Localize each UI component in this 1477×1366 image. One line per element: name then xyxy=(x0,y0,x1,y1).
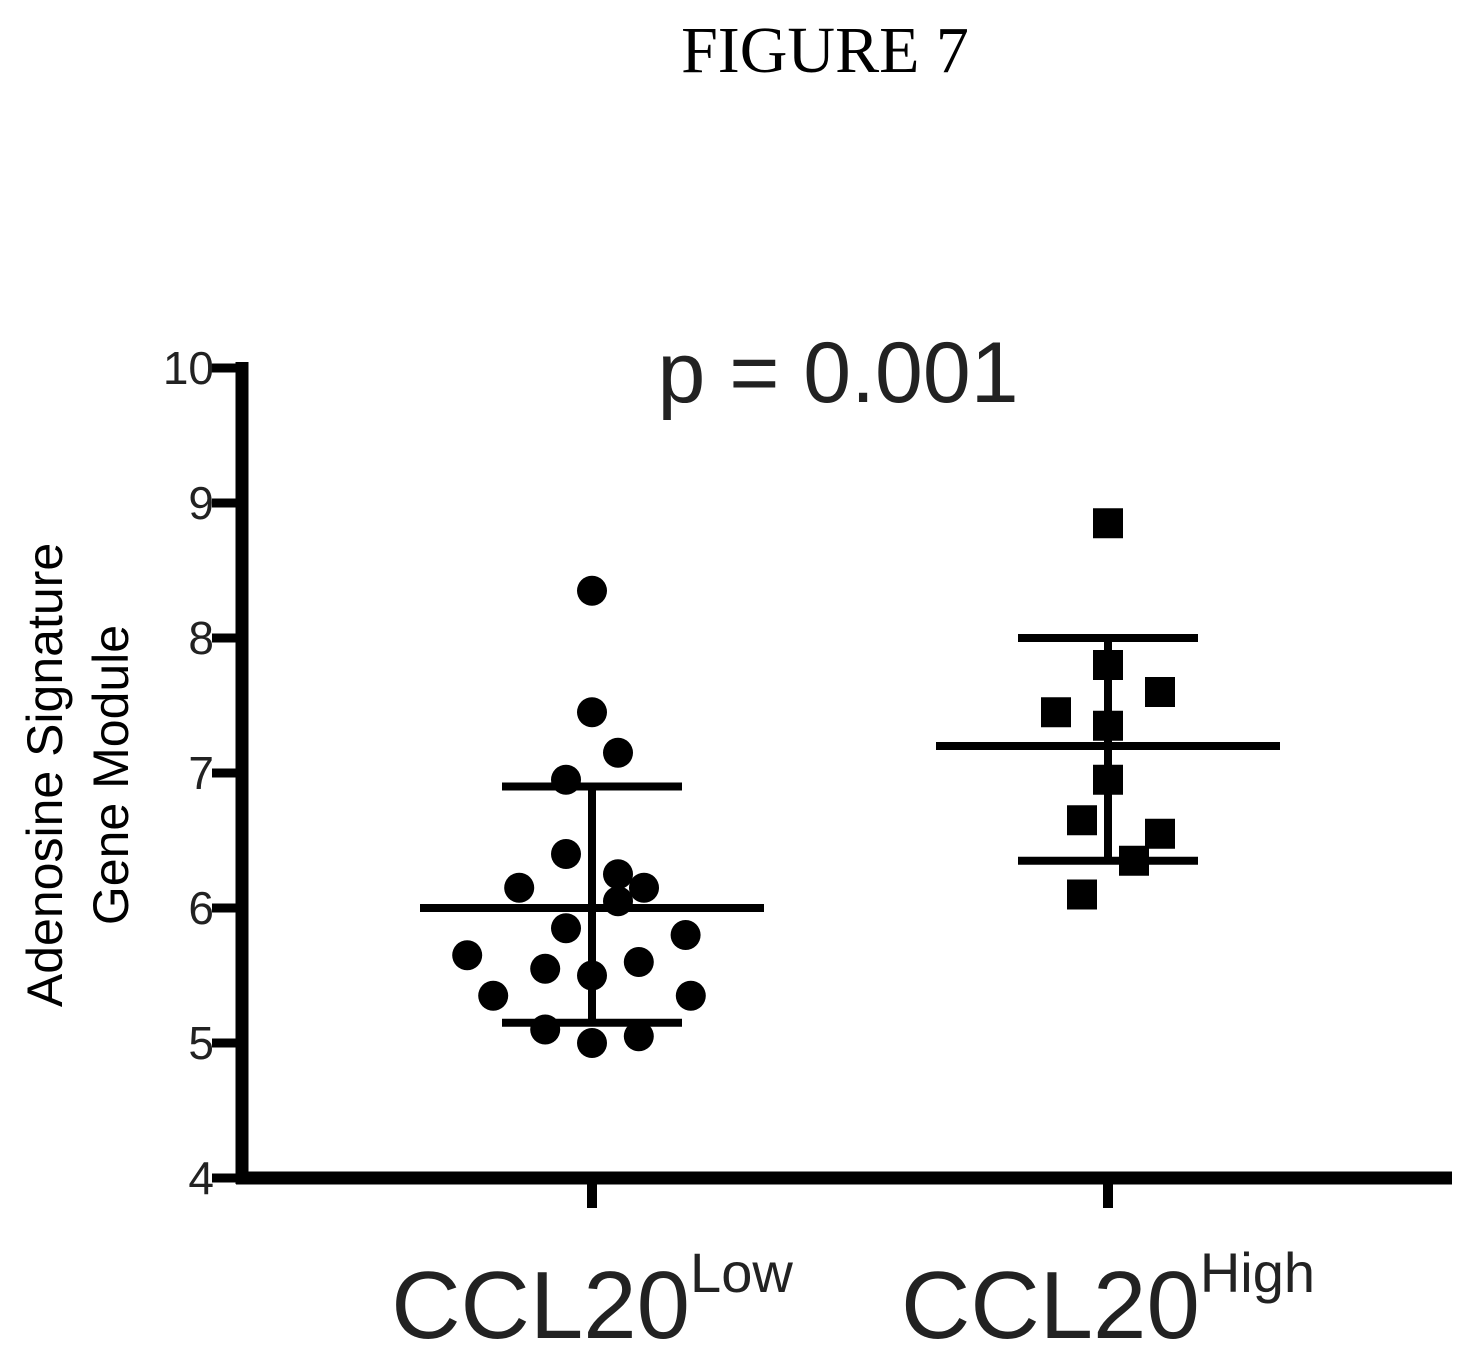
data-point-circle xyxy=(603,859,633,890)
data-point-square xyxy=(1093,710,1123,741)
y-tick-label: 7 xyxy=(188,747,214,799)
data-point-circle xyxy=(551,764,581,795)
x-category-label-superscript: High xyxy=(1200,1241,1315,1304)
data-point-circle xyxy=(623,947,654,977)
data-point-circle xyxy=(577,960,607,991)
data-point-circle xyxy=(551,839,581,869)
data-point-circle xyxy=(478,980,509,1011)
x-category-label-base: CCL20 xyxy=(901,1252,1200,1359)
data-point-circle xyxy=(623,1021,654,1052)
y-tick-label: 4 xyxy=(188,1152,214,1204)
x-category-label-superscript: Low xyxy=(690,1241,793,1304)
data-point-circle xyxy=(670,920,701,950)
data-point-circle xyxy=(577,1028,607,1058)
data-point-square xyxy=(1093,508,1123,539)
y-axis-label-line-1: Adenosine Signature xyxy=(17,543,73,1007)
data-point-circle xyxy=(603,886,633,917)
y-tick-label: 6 xyxy=(188,882,214,934)
data-point-circle xyxy=(551,913,581,944)
data-point-circle xyxy=(530,1014,561,1045)
y-tick-label: 9 xyxy=(188,477,214,529)
y-tick-label: 5 xyxy=(188,1017,214,1069)
data-point-square xyxy=(1093,764,1123,795)
data-point-circle xyxy=(530,953,561,984)
data-point-square xyxy=(1145,818,1175,849)
y-tick-label: 10 xyxy=(163,342,214,394)
data-point-square xyxy=(1067,805,1097,836)
data-point-square xyxy=(1067,879,1097,910)
x-category-label-base: CCL20 xyxy=(391,1252,690,1359)
data-point-circle xyxy=(577,575,607,606)
data-point-circle xyxy=(577,697,607,728)
p-value-annotation: p = 0.001 xyxy=(657,325,1018,421)
x-category-label: CCL20High xyxy=(901,1241,1315,1359)
data-point-circle xyxy=(675,980,706,1011)
data-point-circle xyxy=(603,737,633,768)
figure-title: FIGURE 7 xyxy=(681,14,969,87)
y-tick-label: 8 xyxy=(188,612,214,664)
data-point-square xyxy=(1093,650,1123,680)
data-point-circle xyxy=(629,872,659,903)
data-point-square xyxy=(1041,697,1071,728)
data-point-circle xyxy=(504,872,535,903)
y-axis-label-line-2: Gene Module xyxy=(83,625,139,925)
data-point-square xyxy=(1145,677,1175,707)
data-point-square xyxy=(1119,845,1149,876)
data-point-circle xyxy=(452,940,483,971)
x-category-label: CCL20Low xyxy=(391,1241,793,1359)
